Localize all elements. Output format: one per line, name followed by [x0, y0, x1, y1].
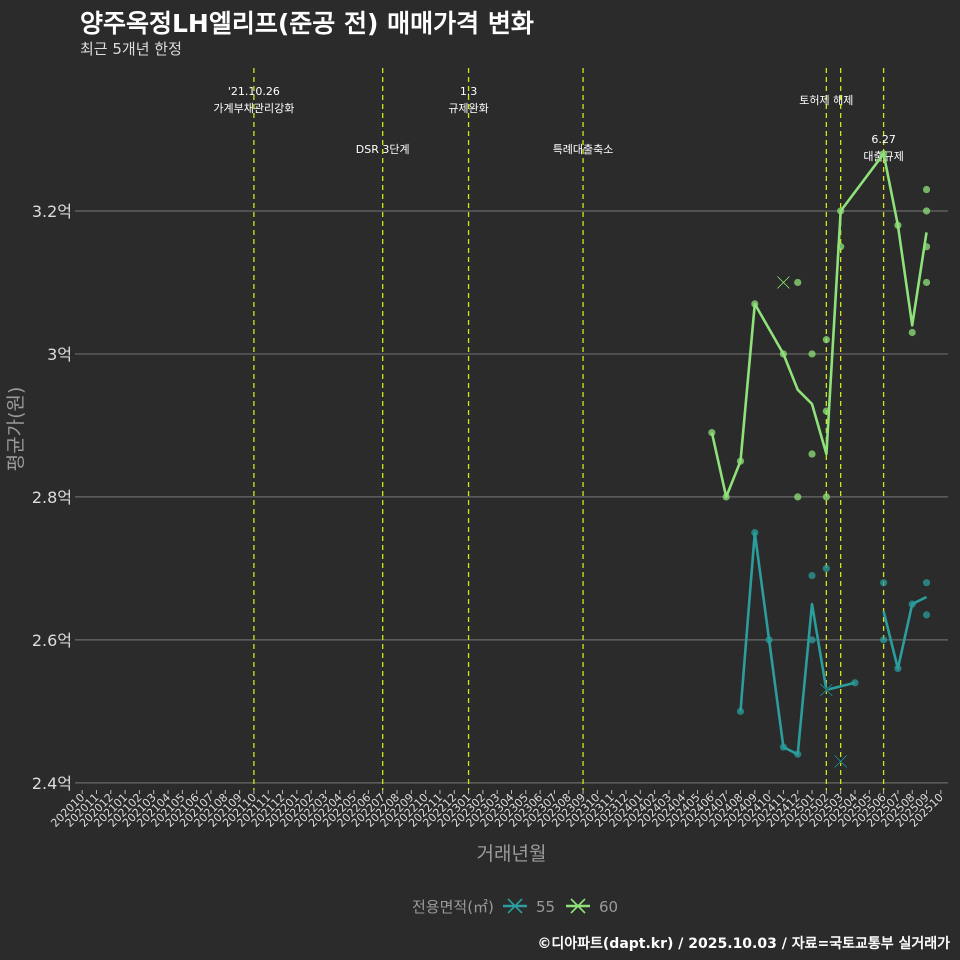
- legend-swatch-marker: [507, 898, 523, 914]
- legend-title: 전용면적(㎡): [412, 898, 494, 916]
- y-tick-label: 3.2억: [32, 202, 72, 221]
- y-axis-title: 평균가(원): [5, 387, 27, 472]
- data-point-55: [808, 571, 816, 580]
- data-point-60: [894, 221, 902, 229]
- event-label: 규제완화: [448, 102, 488, 115]
- data-point-60: [779, 350, 788, 358]
- data-point-60: [808, 350, 816, 358]
- data-point-60: [808, 450, 816, 458]
- event-date-label: 6.27: [871, 133, 896, 146]
- data-point-60: [837, 243, 845, 251]
- legend-label: 60: [599, 898, 618, 916]
- data-point-60: [751, 300, 759, 308]
- data-point-55: [879, 579, 888, 587]
- series-lines: [710, 152, 928, 756]
- data-point-60: [922, 243, 931, 251]
- data-point-60: [922, 185, 931, 194]
- data-point-55: [851, 679, 859, 687]
- data-point-60: [837, 207, 845, 215]
- event-date-label: 1.3: [460, 85, 478, 98]
- event-label: 토허제 해제: [799, 93, 853, 107]
- data-point-60: [708, 428, 716, 437]
- y-tick-label: 2.6억: [32, 631, 72, 650]
- data-point-55: [751, 529, 759, 537]
- y-tick-label: 2.4억: [32, 774, 72, 793]
- data-point-60: [922, 207, 931, 215]
- data-point-60: [794, 493, 802, 501]
- event-label: 특례대출축소: [553, 143, 614, 156]
- data-point-55: [765, 636, 773, 644]
- event-date-label: '21.10.26: [228, 85, 280, 98]
- event-label: 가계부채관리강화: [213, 102, 294, 115]
- data-point-55: [822, 564, 830, 572]
- series-line-55: [739, 531, 928, 756]
- data-point-60: [822, 407, 830, 415]
- data-points: [708, 150, 931, 768]
- data-point-60: [879, 150, 888, 158]
- data-point-55: [779, 743, 788, 751]
- y-tick-label: 3억: [47, 345, 72, 364]
- event-label: DSR 3단계: [356, 143, 410, 156]
- data-point-55: [922, 579, 931, 587]
- cancelled-marker-outline-55: [820, 683, 833, 697]
- data-point-60: [822, 493, 830, 501]
- data-point-55: [894, 664, 902, 673]
- chart-subtitle: 최근 5개년 한정: [80, 40, 182, 58]
- series-line-60: [710, 152, 928, 499]
- cancelled-marker-outline-60: [777, 276, 790, 289]
- grid-lines: [75, 210, 948, 784]
- data-point-60: [722, 493, 730, 501]
- cancelled-marker-outline-55: [834, 755, 847, 768]
- data-point-60: [736, 457, 745, 465]
- source-caption: ©디아파트(dapt.kr) / 2025.10.03 / 자료=국토교통부 실…: [537, 936, 950, 952]
- legend-swatch-marker: [570, 898, 586, 914]
- y-tick-label: 2.8억: [32, 488, 72, 507]
- data-point-55: [808, 636, 816, 644]
- chart-title: 양주옥정LH엘리프(준공 전) 매매가격 변화: [80, 9, 534, 38]
- data-point-55: [879, 636, 888, 644]
- data-point-55: [736, 707, 745, 715]
- legend: 전용면적(㎡) 55 60: [412, 898, 618, 916]
- legend-label: 55: [536, 898, 555, 916]
- data-point-55: [922, 611, 931, 619]
- data-point-60: [922, 278, 931, 287]
- x-axis-title: 거래년월: [477, 843, 547, 865]
- data-point-60: [822, 336, 830, 344]
- data-point-60: [794, 278, 802, 287]
- data-point-55: [794, 750, 802, 758]
- x-axis: 2020102020112020122021012021022021032021…: [48, 790, 946, 865]
- data-point-55: [908, 600, 916, 608]
- data-point-60: [908, 328, 916, 337]
